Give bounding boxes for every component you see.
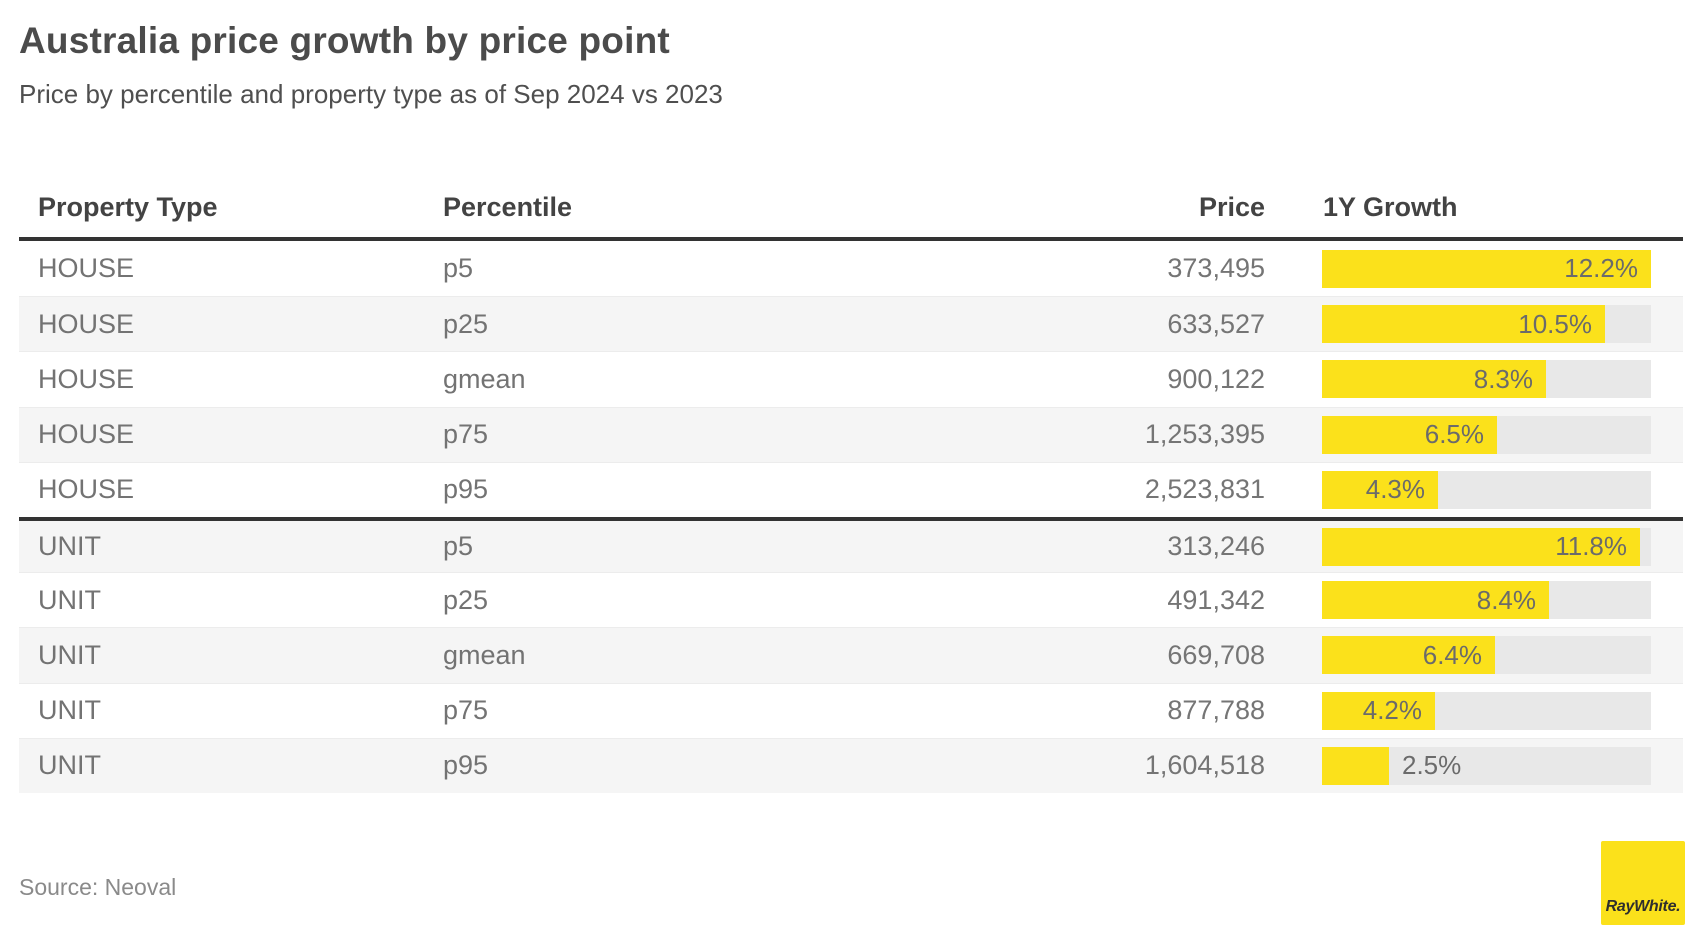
table-row: HOUSE p95 2,523,831 4.3% [19, 461, 1683, 517]
table-row: UNIT gmean 669,708 6.4% [19, 627, 1683, 683]
growth-bar-track: 4.2% [1322, 691, 1651, 730]
raywhite-logo: RayWhite. [1601, 841, 1685, 925]
price-table: Property Type Percentile Price 1Y Growth… [19, 168, 1683, 793]
cell-percentile: p5 [443, 531, 474, 562]
cell-price: 1,604,518 [1144, 750, 1265, 781]
cell-percentile: p25 [443, 308, 489, 339]
growth-bar-fill [1322, 636, 1495, 675]
cell-percentile: gmean [443, 639, 526, 670]
cell-percentile: p75 [443, 419, 489, 450]
growth-bar-track: 6.5% [1322, 415, 1651, 454]
growth-bar-label: 4.3% [1365, 474, 1425, 505]
growth-bar-fill [1322, 691, 1435, 730]
cell-price: 1,253,395 [1144, 419, 1265, 450]
table-header: Property Type Percentile Price 1Y Growth [19, 168, 1683, 241]
cell-percentile: p25 [443, 584, 489, 615]
cell-property-type: HOUSE [38, 474, 135, 505]
growth-bar-track: 10.5% [1322, 305, 1651, 344]
growth-bar-cell: 8.3% [1322, 360, 1651, 399]
table-row: UNIT p75 877,788 4.2% [19, 682, 1683, 738]
cell-price: 669,708 [1167, 639, 1265, 670]
raywhite-logo-text: RayWhite. [1605, 898, 1681, 915]
growth-bar-cell: 12.2% [1322, 249, 1651, 288]
growth-bar-cell: 4.3% [1322, 470, 1651, 509]
cell-property-type: HOUSE [38, 308, 135, 339]
cell-price: 373,495 [1167, 253, 1265, 284]
cell-price: 877,788 [1167, 695, 1265, 726]
growth-bar-track: 6.4% [1322, 636, 1651, 675]
table-row: UNIT p25 491,342 8.4% [19, 572, 1683, 627]
growth-bar-label: 10.5% [1518, 308, 1592, 339]
growth-bar-label: 8.4% [1476, 584, 1536, 615]
growth-bar-fill [1322, 527, 1640, 566]
growth-bar-fill [1322, 415, 1497, 454]
cell-price: 900,122 [1167, 363, 1265, 394]
cell-price: 491,342 [1167, 584, 1265, 615]
cell-property-type: HOUSE [38, 363, 135, 394]
cell-percentile: gmean [443, 363, 526, 394]
cell-property-type: HOUSE [38, 253, 135, 284]
cell-percentile: p5 [443, 253, 474, 284]
growth-bar-cell: 4.2% [1322, 691, 1651, 730]
growth-bar-track: 2.5% [1322, 746, 1651, 785]
footer-source: Source: Neoval [19, 874, 177, 900]
growth-bar-label: 4.2% [1362, 695, 1422, 726]
growth-bar-label: 2.5% [1402, 750, 1462, 781]
cell-percentile: p75 [443, 695, 489, 726]
col-header-percentile: Percentile [443, 192, 573, 222]
growth-bar-track: 11.8% [1322, 527, 1651, 566]
growth-bar-track: 8.3% [1322, 360, 1651, 399]
cell-price: 633,527 [1167, 308, 1265, 339]
cell-property-type: UNIT [38, 584, 101, 615]
growth-bar-fill [1322, 470, 1438, 509]
growth-bar-label: 12.2% [1564, 253, 1638, 284]
table-row: HOUSE p75 1,253,395 6.5% [19, 406, 1683, 462]
cell-percentile: p95 [443, 474, 489, 505]
growth-bar-fill [1322, 249, 1651, 288]
col-header-property-type: Property Type [38, 192, 218, 222]
col-header-price: Price [1198, 192, 1265, 222]
growth-bar-cell: 8.4% [1322, 581, 1651, 620]
growth-bar-track: 8.4% [1322, 581, 1651, 620]
cell-price: 2,523,831 [1144, 474, 1265, 505]
table-row: UNIT p5 313,246 11.8% [19, 516, 1683, 573]
growth-bar-label: 8.3% [1473, 363, 1533, 394]
growth-bar-track: 4.3% [1322, 470, 1651, 509]
cell-property-type: HOUSE [38, 419, 135, 450]
cell-property-type: UNIT [38, 750, 101, 781]
table-row: UNIT p95 1,604,518 2.5% [19, 737, 1683, 793]
growth-bar-cell: 6.4% [1322, 636, 1651, 675]
cell-property-type: UNIT [38, 639, 101, 670]
growth-bar-label: 6.4% [1422, 639, 1482, 670]
growth-bar-fill [1322, 581, 1549, 620]
col-header-growth: 1Y Growth [1323, 192, 1458, 222]
growth-bar-cell: 11.8% [1322, 527, 1651, 566]
growth-bar-cell: 6.5% [1322, 415, 1651, 454]
cell-property-type: UNIT [38, 695, 101, 726]
chart-subtitle: Price by percentile and property type as… [19, 79, 723, 109]
cell-percentile: p95 [443, 750, 489, 781]
growth-bar-label: 6.5% [1424, 419, 1484, 450]
growth-bar-fill [1322, 305, 1605, 344]
table-row: HOUSE gmean 900,122 8.3% [19, 351, 1683, 406]
growth-bar-cell: 10.5% [1322, 305, 1651, 344]
growth-bar-cell: 2.5% [1322, 746, 1651, 785]
growth-bar-fill [1322, 746, 1389, 785]
cell-price: 313,246 [1167, 531, 1265, 562]
table-body: HOUSE p5 373,495 12.2% HOUSE p25 633,527… [19, 241, 1683, 793]
table-row: HOUSE p25 633,527 10.5% [19, 296, 1683, 352]
table-row: HOUSE p5 373,495 12.2% [19, 241, 1683, 296]
cell-property-type: UNIT [38, 531, 101, 562]
chart-title: Australia price growth by price point [19, 20, 670, 61]
growth-bar-label: 11.8% [1555, 531, 1627, 562]
growth-bar-fill [1322, 360, 1546, 399]
growth-bar-track: 12.2% [1322, 249, 1651, 288]
